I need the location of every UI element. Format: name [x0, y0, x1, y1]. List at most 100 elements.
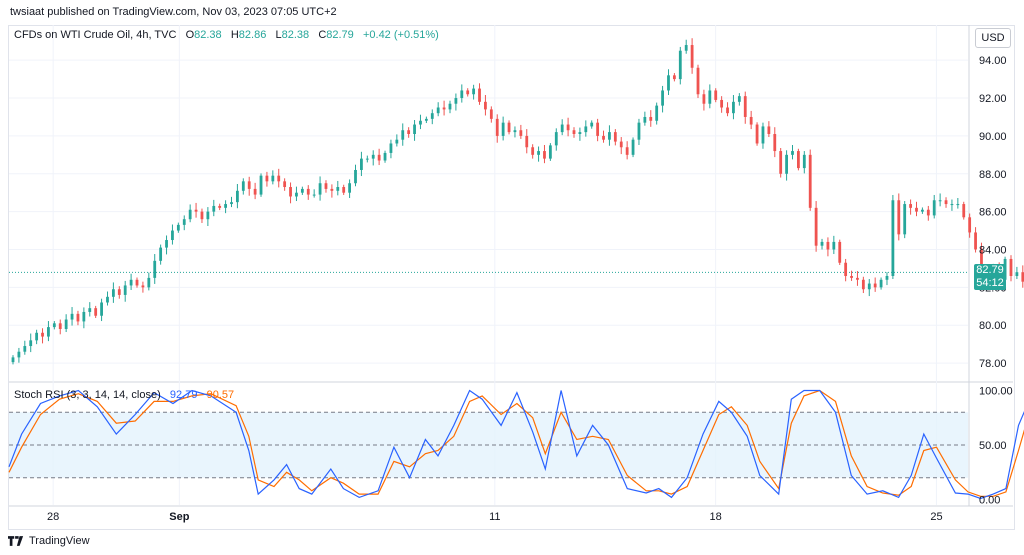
time-tick-label: 28	[47, 511, 59, 523]
stoch-name: Stoch RSI (3, 3, 14, 14, close)	[14, 389, 161, 401]
candle	[35, 329, 39, 345]
candle-body	[602, 135, 605, 140]
candle	[797, 148, 800, 171]
stoch-tick-label: 100.00	[979, 385, 1013, 397]
candle-body	[743, 96, 747, 117]
close-value: 82.79	[326, 29, 354, 41]
candle	[537, 146, 540, 162]
candle-body	[826, 241, 830, 250]
stoch-series	[8, 389, 1024, 500]
candle	[507, 120, 511, 135]
candle-body	[478, 88, 481, 102]
candle	[117, 286, 121, 299]
candle-body	[678, 50, 682, 80]
stoch-line-k	[8, 389, 1024, 500]
candle-body	[35, 332, 39, 341]
candle	[218, 203, 222, 211]
candle	[808, 149, 812, 211]
candle-body	[808, 154, 812, 208]
candle-body	[318, 183, 322, 195]
currency-button[interactable]: USD	[975, 28, 1011, 48]
candle-body	[265, 175, 269, 182]
candle-body	[182, 219, 186, 225]
candle-body	[879, 279, 883, 288]
candle	[702, 89, 706, 111]
candle-body	[94, 308, 98, 316]
price-tick-label: 90.00	[979, 131, 1007, 143]
candle	[230, 196, 233, 208]
candle-body	[684, 45, 688, 51]
candle	[88, 302, 92, 317]
candle-body	[554, 132, 558, 146]
candle-body	[548, 145, 552, 159]
candle-body	[365, 158, 369, 160]
high-value: 82.86	[238, 29, 267, 41]
symbol-label: CFDs on WTI Crude Oil, 4h, TVC	[14, 29, 177, 41]
candle	[41, 328, 44, 344]
candle-body	[472, 88, 476, 95]
open-value: 82.38	[194, 29, 222, 41]
candle	[755, 122, 759, 146]
candle	[968, 213, 972, 238]
candle-body	[867, 283, 871, 290]
candle	[289, 182, 292, 204]
candle	[407, 127, 411, 138]
candle	[454, 93, 458, 111]
candle	[489, 106, 493, 123]
candle-body	[336, 187, 340, 191]
footer-brand[interactable]: TradingView	[8, 535, 90, 547]
candle	[938, 193, 942, 207]
candle-body	[218, 205, 222, 208]
candle-body	[974, 232, 977, 250]
candle	[430, 109, 434, 125]
time-tick-label: Sep	[169, 511, 189, 523]
candle	[885, 272, 889, 286]
candle	[566, 117, 570, 137]
candle-body	[436, 107, 440, 114]
candle-body	[737, 96, 741, 102]
stoch-legend: Stoch RSI (3, 3, 14, 14, close) 92.79 90…	[14, 389, 234, 401]
candle-body	[241, 181, 245, 191]
candle	[448, 100, 452, 114]
candle-body	[537, 151, 540, 155]
candle	[360, 151, 363, 177]
candle	[578, 127, 582, 141]
candle-body	[749, 116, 753, 125]
candle-body	[844, 262, 848, 276]
candle-body	[484, 101, 487, 110]
candle-body	[755, 124, 759, 144]
candle-body	[176, 224, 180, 231]
publish-info: twsiaat published on TradingView.com, No…	[10, 6, 337, 18]
candle-body	[856, 277, 859, 280]
candle-body	[312, 194, 316, 196]
candle	[525, 129, 529, 154]
price-tick-label: 88.00	[979, 169, 1007, 181]
candle-body	[430, 113, 434, 119]
candle-body	[838, 241, 842, 263]
candle	[519, 124, 523, 139]
candle	[501, 116, 505, 141]
candle	[613, 129, 617, 146]
candle-body	[1009, 258, 1013, 276]
candle-body	[714, 90, 718, 100]
candle	[17, 347, 21, 363]
candle	[749, 110, 753, 130]
candle-body	[247, 181, 251, 189]
candle-body	[230, 202, 233, 205]
candle-body	[921, 209, 924, 212]
price-tick-label: 94.00	[979, 55, 1007, 67]
grid-lines	[9, 25, 1013, 507]
price-tick-label: 78.00	[979, 358, 1007, 370]
candle-body	[566, 124, 570, 131]
candle-body	[608, 132, 611, 140]
close-label: C	[318, 29, 327, 41]
candle-body	[1015, 272, 1019, 276]
candle	[478, 83, 481, 105]
candle-body	[525, 135, 529, 148]
candle	[856, 271, 859, 286]
candle	[619, 137, 623, 155]
stoch-d-value: 90.57	[206, 389, 235, 401]
candle	[206, 207, 210, 227]
candle	[891, 194, 895, 280]
